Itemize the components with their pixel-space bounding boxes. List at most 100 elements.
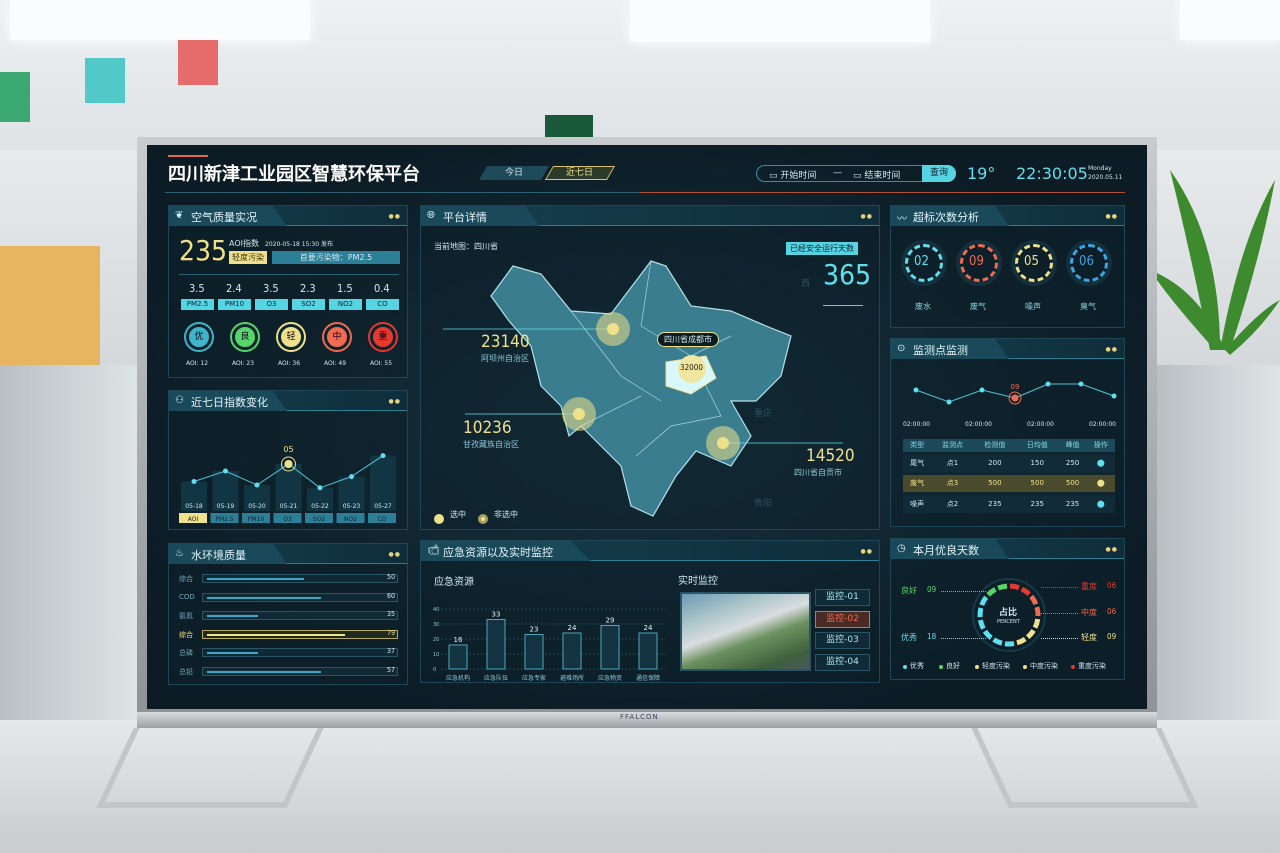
week-point[interactable] xyxy=(380,453,386,459)
pollutant-chip[interactable]: NO2 xyxy=(329,299,362,310)
table-row[interactable]: 尾气 点1 200 150 250 ⬤ xyxy=(903,453,1115,473)
map-marker-zigong[interactable] xyxy=(706,426,740,460)
exceed-gauge[interactable] xyxy=(960,244,998,282)
donut-segment[interactable] xyxy=(977,619,986,630)
monitor-button[interactable]: 监控-01 xyxy=(815,589,870,606)
selected-city-marker[interactable] xyxy=(678,355,706,383)
pollutant-chip[interactable]: PM2.5 xyxy=(181,299,214,310)
ceiling-light xyxy=(1180,0,1280,40)
monitor-point[interactable] xyxy=(913,387,919,393)
more-dots-icon[interactable]: ●● xyxy=(388,551,401,558)
table-row[interactable]: 废气 点3 500 500 500 ⬤ xyxy=(903,473,1115,493)
map-label-neighbor: 贵阳 xyxy=(754,497,772,509)
pollutant-chip[interactable]: PM10 xyxy=(218,299,251,310)
donut-segment[interactable] xyxy=(977,607,984,618)
monitor-point[interactable] xyxy=(1045,381,1051,387)
week-metric-tab[interactable] xyxy=(336,513,365,523)
exceed-type: 废水 xyxy=(915,302,931,311)
donut-segment[interactable] xyxy=(1020,586,1031,596)
start-time-field[interactable]: ▭ 开始时间 xyxy=(769,168,816,181)
date-range-picker[interactable]: ▭ 开始时间 — ▭ 结束时间 查询 xyxy=(756,165,956,182)
exceed-gauge[interactable] xyxy=(1015,244,1053,282)
donut-segment[interactable] xyxy=(1032,618,1041,629)
plant xyxy=(1150,150,1280,370)
bar-value-label: 33 xyxy=(492,611,501,619)
globe-icon: 🌐︎ xyxy=(427,210,435,221)
donut-segment[interactable] xyxy=(979,595,989,607)
monitor-button[interactable]: 监控-03 xyxy=(815,632,870,649)
monitor-button[interactable]: 监控-02 xyxy=(815,610,870,628)
x-category-label: 通信保障 xyxy=(636,674,660,682)
monitor-line-chart: 09 xyxy=(913,381,1117,405)
more-dots-icon[interactable]: ●● xyxy=(1105,213,1118,220)
week-metric-tab[interactable] xyxy=(242,513,270,523)
more-dots-icon[interactable]: ●● xyxy=(388,213,401,220)
pollutant-chip[interactable]: O3 xyxy=(255,299,288,310)
exceed-gauge[interactable] xyxy=(905,244,943,282)
location-pin-icon[interactable]: ⬤ xyxy=(1096,459,1105,467)
table-row[interactable]: 噪声 点2 235 235 235 ⬤ xyxy=(903,493,1115,513)
location-pin-icon[interactable]: ⬤ xyxy=(1096,499,1105,508)
week-metric-tab[interactable] xyxy=(210,513,239,523)
week-metric-tab[interactable] xyxy=(368,513,396,523)
week-point[interactable] xyxy=(191,479,197,484)
week-metric-tab[interactable] xyxy=(273,513,302,523)
donut-segment[interactable] xyxy=(1029,594,1039,606)
donut-segment[interactable] xyxy=(1025,628,1036,640)
donut-segment[interactable] xyxy=(992,637,1003,646)
donut-segment[interactable] xyxy=(1034,606,1041,617)
emergency-bar[interactable] xyxy=(486,619,506,670)
map-marker-aba[interactable] xyxy=(596,312,630,346)
monitor-point[interactable] xyxy=(979,387,985,393)
tab-today[interactable]: 今日 xyxy=(478,166,550,180)
donut-segment[interactable] xyxy=(997,583,1008,591)
good-days-donut-chart xyxy=(972,578,1046,652)
exceed-type: 臭气 xyxy=(1080,302,1096,311)
donut-segment[interactable] xyxy=(1009,583,1020,591)
panel-seven-day-index: ⚇ 近七日指数变化 ●● 05-18 05-19 05-20 05-21 05-22 05-2… xyxy=(168,390,408,530)
monitor-point[interactable] xyxy=(1111,393,1117,399)
table-header-cell: 操作 xyxy=(1093,441,1108,450)
grade-ring: 良 xyxy=(232,324,258,350)
legend-dot xyxy=(939,665,943,669)
more-dots-icon[interactable]: ●● xyxy=(388,398,401,405)
week-metric-tab[interactable] xyxy=(305,513,333,523)
x-category-label: 应急队伍 xyxy=(484,674,508,682)
sichuan-map[interactable]: 西 重庆 贵阳 xyxy=(421,226,881,531)
week-point[interactable] xyxy=(223,468,228,474)
pollutant-value: 1.5 xyxy=(337,282,353,295)
query-button[interactable]: 查询 xyxy=(922,165,956,182)
x-category-label: 应急机构 xyxy=(446,674,470,682)
pollutant-chip[interactable]: CO xyxy=(366,299,399,310)
more-dots-icon[interactable]: ●● xyxy=(1105,546,1118,553)
emergency-bar[interactable] xyxy=(562,632,582,670)
week-point[interactable] xyxy=(317,485,323,491)
exceed-gauge[interactable] xyxy=(1070,244,1108,282)
water-item-label: 综合 xyxy=(179,575,193,583)
emergency-bar[interactable] xyxy=(448,644,468,670)
tab-seven-days[interactable]: 近七日 xyxy=(544,166,616,180)
monitor-point[interactable] xyxy=(1011,394,1019,402)
pollutant-chip[interactable]: SO2 xyxy=(292,299,325,310)
monitor-button[interactable]: 监控-04 xyxy=(815,653,870,671)
emergency-bar[interactable] xyxy=(524,634,544,670)
week-point[interactable] xyxy=(254,482,260,488)
donut-segment[interactable] xyxy=(982,629,993,640)
more-dots-icon[interactable]: ●● xyxy=(1105,346,1118,353)
week-point[interactable] xyxy=(284,460,293,468)
map-marker-ganzi[interactable] xyxy=(562,397,596,431)
monitor-point[interactable] xyxy=(946,399,952,405)
location-pin-icon[interactable]: ⬤ xyxy=(1096,479,1105,487)
bar-value-label: 16 xyxy=(454,636,463,644)
donut-segment[interactable] xyxy=(1016,636,1027,646)
more-dots-icon[interactable]: ●● xyxy=(860,213,873,220)
donut-segment[interactable] xyxy=(986,587,997,597)
week-point[interactable] xyxy=(349,474,354,480)
week-metric-tab[interactable] xyxy=(179,513,207,523)
end-time-field[interactable]: ▭ 结束时间 xyxy=(853,168,900,181)
monitor-point[interactable] xyxy=(1078,381,1084,387)
more-dots-icon[interactable]: ●● xyxy=(860,548,873,555)
emergency-bar[interactable] xyxy=(638,632,658,670)
emergency-bar[interactable] xyxy=(600,625,620,670)
table-cell: 235 xyxy=(988,499,1002,508)
